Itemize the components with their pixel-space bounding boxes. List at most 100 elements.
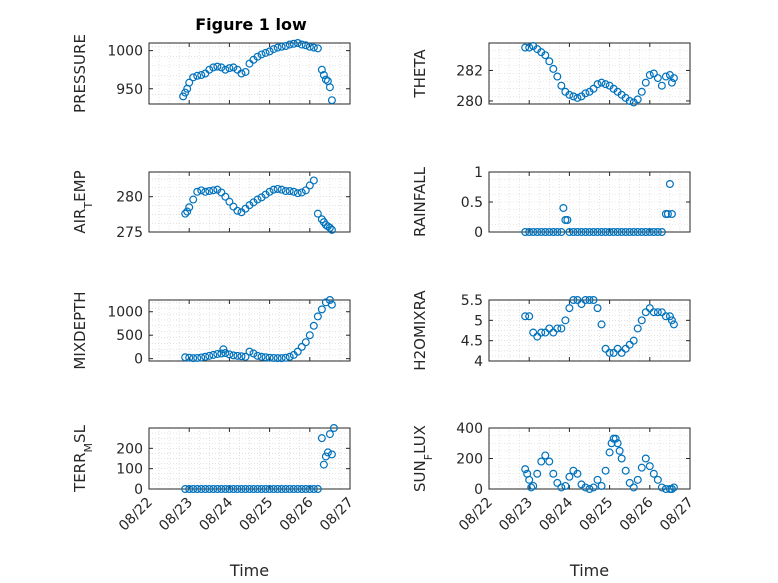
data-point (585, 228, 594, 237)
data-point (229, 63, 238, 72)
data-point (585, 296, 594, 305)
data-point (293, 485, 302, 494)
data-point (209, 186, 218, 195)
data-point (277, 185, 286, 194)
data-point (237, 69, 246, 78)
data-point (553, 324, 562, 333)
data-point (589, 228, 598, 237)
data-point (309, 485, 318, 494)
data-point (327, 300, 336, 309)
axis-box (148, 42, 351, 105)
data-point (193, 485, 202, 494)
data-point (269, 185, 278, 194)
x-tick-label: 08/22 (456, 495, 496, 535)
y-tick-label: 0 (134, 482, 143, 498)
data-point (201, 352, 210, 361)
x-tick-label: 08/25 (237, 495, 277, 535)
x-tick-label: 08/27 (317, 495, 357, 535)
data-point (667, 78, 676, 87)
data-point (645, 304, 654, 313)
data-point (667, 210, 676, 219)
data-point (233, 351, 242, 360)
subplot-8: 08/22 08/23 08/24 08/25 08/26 08/27 0 200 400 SUN… (411, 421, 697, 580)
data-point (293, 347, 302, 356)
x-tick-label: 08/23 (496, 495, 536, 535)
y-tick-label: 5 (474, 313, 483, 329)
data-point (193, 71, 202, 80)
data-point (277, 485, 286, 494)
data-point (649, 308, 658, 317)
data-point (237, 485, 246, 494)
subplot-5: 0 500 1000 MIXDEPTH (71, 291, 351, 370)
data-point (305, 42, 314, 51)
data-point (621, 228, 630, 237)
y-tick-label: 950 (116, 82, 143, 98)
data-point (301, 186, 310, 195)
data-point (565, 472, 574, 481)
data-point (327, 96, 336, 105)
data-point (537, 328, 546, 337)
data-point (249, 349, 258, 358)
y-tick-label: 282 (456, 63, 483, 79)
data-point (253, 52, 262, 61)
data-point (601, 466, 610, 475)
data-point (197, 353, 206, 362)
data-point (657, 483, 666, 492)
data-point (297, 40, 306, 49)
data-point (525, 228, 534, 237)
data-point (601, 344, 610, 353)
x-tick-label: 08/26 (617, 494, 657, 534)
data-point (181, 209, 190, 218)
data-point (233, 206, 242, 215)
data-point (645, 71, 654, 80)
data-point (617, 228, 626, 237)
data-point (605, 228, 614, 237)
data-point (573, 469, 582, 478)
y-tick-label: 280 (456, 94, 483, 110)
data-point (197, 71, 206, 80)
data-point (313, 44, 322, 53)
data-point (649, 228, 658, 237)
y-tick-label: 400 (456, 421, 483, 437)
data-point (657, 228, 666, 237)
data-point (229, 202, 238, 211)
x-tick-label: 08/23 (156, 495, 196, 535)
data-point (229, 485, 238, 494)
data-point (633, 95, 642, 104)
y-axis-label: MIXDEPTH (71, 291, 89, 369)
data-point (321, 75, 330, 84)
data-point (545, 457, 554, 466)
data-point (213, 349, 222, 358)
data-point (269, 353, 278, 362)
data-point (221, 485, 230, 494)
data-point (185, 203, 194, 212)
y-axis-label: TERRMSL (71, 424, 95, 493)
data-point (281, 353, 290, 362)
data-point (265, 353, 274, 362)
data-point (253, 485, 262, 494)
y-tick-label: 1000 (107, 305, 143, 321)
data-point (225, 485, 234, 494)
subplot-7: 08/22 08/23 08/24 08/25 08/26 08/27 0 100 200 TER… (71, 424, 357, 580)
data-point (221, 65, 230, 74)
data-point (521, 465, 530, 474)
data-point (189, 73, 198, 82)
data-point (593, 80, 602, 89)
data-point (205, 351, 214, 360)
data-point (653, 74, 662, 83)
data-point (629, 336, 638, 345)
data-point (633, 475, 642, 484)
data-point (577, 228, 586, 237)
data-point (641, 308, 650, 317)
y-tick-label: 200 (456, 452, 483, 468)
data-point (305, 181, 314, 190)
data-point (611, 434, 620, 443)
data-point (601, 228, 610, 237)
data-point (181, 353, 190, 362)
data-point (285, 187, 294, 196)
y-tick-label: 4.5 (461, 334, 483, 350)
data-point (625, 228, 634, 237)
y-tick-label: 500 (116, 328, 143, 344)
data-point (273, 354, 282, 363)
data-point (663, 210, 672, 219)
